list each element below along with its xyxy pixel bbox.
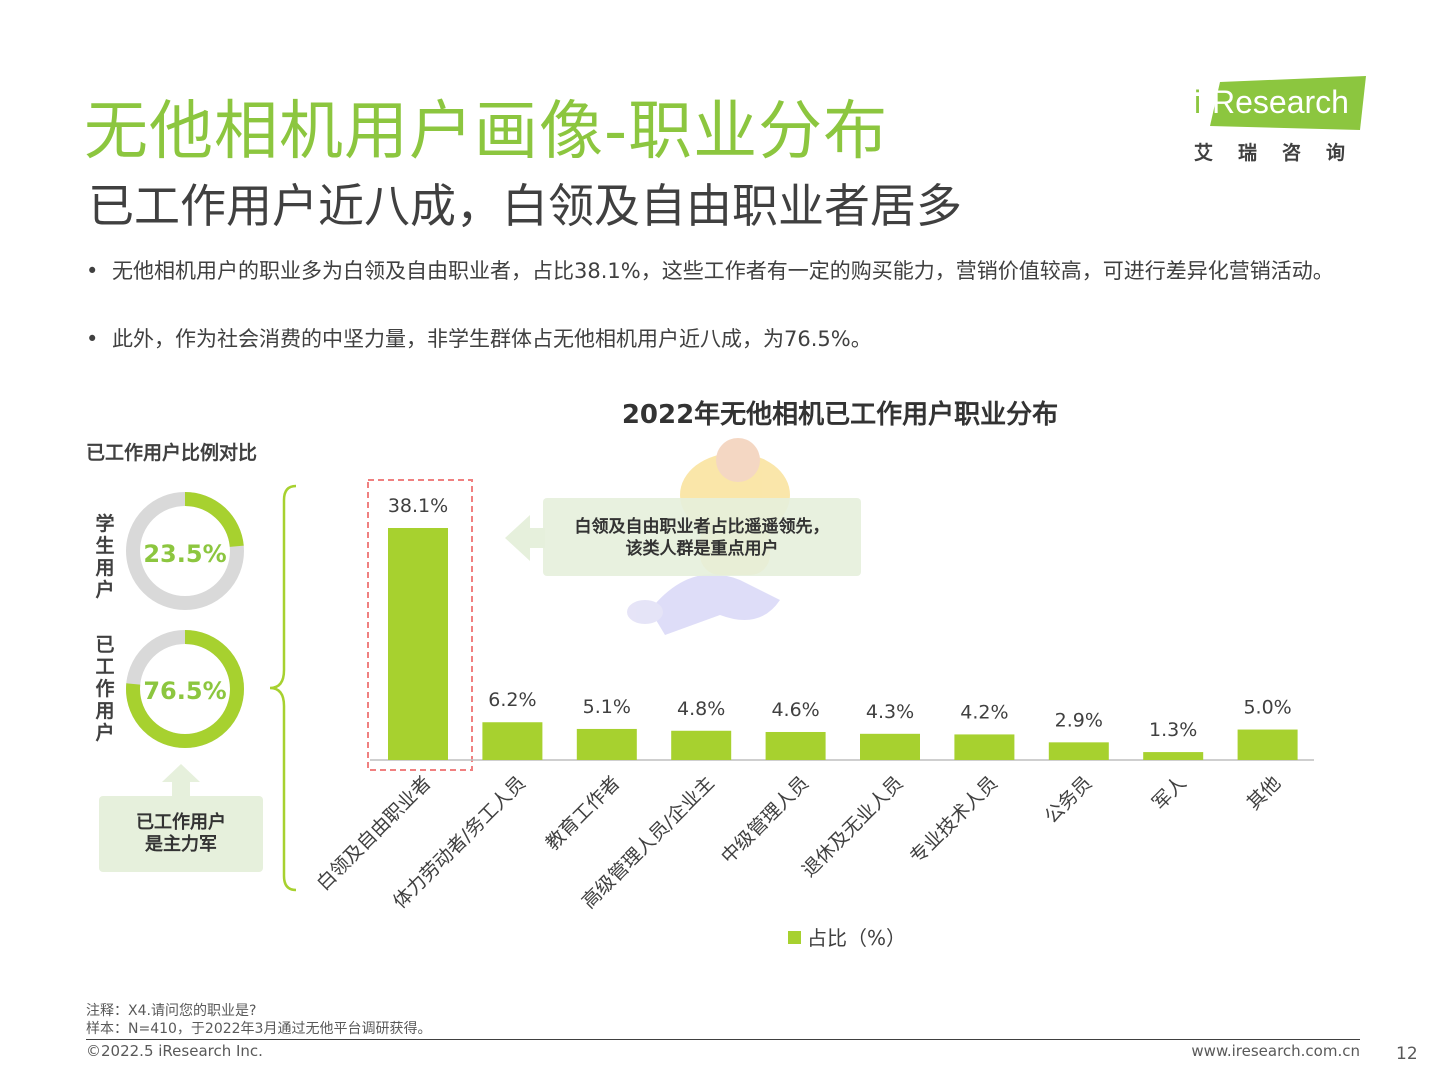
legend-label: 占比（%） bbox=[807, 926, 907, 950]
callout-box bbox=[543, 498, 861, 576]
value-label-2: 5.1% bbox=[583, 696, 631, 718]
bar-7 bbox=[1048, 742, 1109, 760]
student-percent: 23.5% bbox=[143, 540, 227, 568]
category-label-7: 公务员 bbox=[1040, 772, 1096, 828]
worker-percent: 76.5% bbox=[143, 677, 227, 705]
category-label-9: 其他 bbox=[1243, 772, 1285, 814]
bar-5 bbox=[860, 733, 920, 760]
category-label-4: 中级管理人员 bbox=[717, 772, 813, 868]
footer-divider bbox=[86, 1039, 1360, 1040]
callout-line-2: 该类人群是重点用户 bbox=[625, 539, 779, 559]
category-label-5: 退休及无业人员 bbox=[798, 772, 908, 882]
category-label-8: 军人 bbox=[1148, 772, 1190, 814]
footnote-sample: 样本：N=410，于2022年3月通过无他平台调研获得。 bbox=[86, 1021, 432, 1037]
legend-swatch bbox=[788, 931, 801, 944]
value-label-0: 38.1% bbox=[388, 495, 448, 517]
bullet-1-text: 无他相机用户的职业多为白领及自由职业者，占比38.1%，这些工作者有一定的购买能… bbox=[112, 259, 1334, 283]
bar-1 bbox=[482, 722, 543, 760]
main-force-text: 已工作用户 是主力军 bbox=[99, 812, 263, 856]
brace bbox=[269, 484, 297, 892]
logo-wordmark: Research bbox=[1212, 84, 1349, 120]
main-force-line-2: 是主力军 bbox=[145, 834, 217, 855]
footnote-question: 注释：X4.请问您的职业是? bbox=[86, 1003, 257, 1019]
callout-text: 白领及自由职业者占比遥遥领先， 该类人群是重点用户 bbox=[543, 516, 861, 560]
value-label-9: 5.0% bbox=[1243, 697, 1291, 719]
main-force-box bbox=[99, 796, 263, 872]
bar-0 bbox=[388, 528, 448, 760]
bullet-1: • 无他相机用户的职业多为白领及自由职业者，占比38.1%，这些工作者有一定的购… bbox=[86, 254, 1376, 288]
ratio-title: 已工作用户比例对比 bbox=[86, 442, 258, 464]
up-arrow bbox=[162, 764, 200, 796]
value-label-1: 6.2% bbox=[488, 689, 536, 711]
website-link[interactable]: www.iresearch.com.cn bbox=[1191, 1042, 1360, 1060]
value-label-4: 4.6% bbox=[771, 699, 819, 721]
category-label-2: 教育工作者 bbox=[542, 772, 625, 855]
page-subtitle: 已工作用户近八成，白领及自由职业者居多 bbox=[88, 179, 962, 233]
bullet-marker: • bbox=[86, 259, 99, 283]
logo-chinese-name: 艾瑞咨询 bbox=[1194, 142, 1371, 164]
bar-2 bbox=[576, 728, 637, 760]
page-number: 12 bbox=[1396, 1044, 1418, 1064]
callout-arrow bbox=[505, 515, 545, 561]
value-label-6: 4.2% bbox=[960, 701, 1008, 723]
callout-line-1: 白领及自由职业者占比遥遥领先， bbox=[574, 517, 830, 537]
value-labels-group: 38.1% 6.2% 5.1% 4.8% 4.6% 4.3% 4.2% 2.9% 1.3% 5.0… bbox=[388, 495, 1292, 741]
main-force-line-1: 已工作用户 bbox=[136, 812, 226, 833]
legend: 占比（%） bbox=[788, 922, 906, 951]
highlight-box bbox=[367, 479, 473, 771]
value-label-7: 2.9% bbox=[1055, 709, 1103, 731]
logo-letter-i: i bbox=[1194, 84, 1202, 120]
bullet-2: • 此外，作为社会消费的中坚力量，非学生群体占无他相机用户近八成，为76.5%。 bbox=[86, 322, 1376, 356]
copyright: ©2022.5 iResearch Inc. bbox=[86, 1042, 263, 1060]
page-title: 无他相机用户画像-职业分布 bbox=[84, 95, 889, 169]
bar-6 bbox=[954, 734, 1015, 760]
worker-label: 已工作用户 bbox=[95, 634, 115, 744]
value-label-8: 1.3% bbox=[1149, 719, 1197, 741]
value-label-5: 4.3% bbox=[866, 701, 914, 723]
chart-title: 2022年无他相机已工作用户职业分布 bbox=[621, 400, 1059, 430]
category-label-6: 专业技术人员 bbox=[906, 772, 1002, 868]
worker-donut bbox=[126, 630, 244, 748]
logo-badge bbox=[1210, 76, 1366, 130]
bar-8 bbox=[1143, 752, 1204, 760]
bar-3 bbox=[671, 730, 732, 760]
value-label-3: 4.8% bbox=[677, 698, 725, 720]
student-label: 学生用户 bbox=[95, 513, 115, 601]
bullet-marker: • bbox=[86, 327, 99, 351]
bar-9 bbox=[1237, 729, 1298, 760]
bar-4 bbox=[765, 731, 826, 760]
bars-group bbox=[388, 528, 1298, 760]
student-donut bbox=[126, 492, 244, 610]
bullet-2-text: 此外，作为社会消费的中坚力量，非学生群体占无他相机用户近八成，为76.5%。 bbox=[112, 327, 872, 351]
